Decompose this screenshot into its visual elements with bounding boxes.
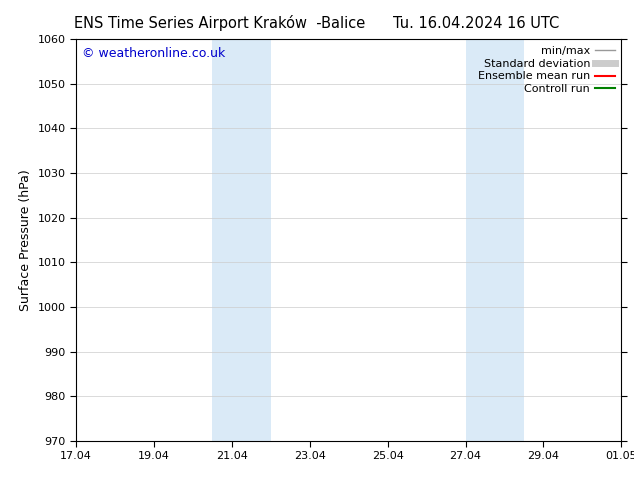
Y-axis label: Surface Pressure (hPa): Surface Pressure (hPa): [19, 169, 32, 311]
Bar: [465, 39, 524, 441]
Text: © weatheronline.co.uk: © weatheronline.co.uk: [82, 47, 225, 60]
Legend: min/max, Standard deviation, Ensemble mean run, Controll run: min/max, Standard deviation, Ensemble me…: [474, 42, 619, 98]
Text: ENS Time Series Airport Kraków  -Balice      Tu. 16.04.2024 16 UTC: ENS Time Series Airport Kraków -Balice T…: [74, 15, 560, 31]
Bar: [212, 39, 271, 441]
